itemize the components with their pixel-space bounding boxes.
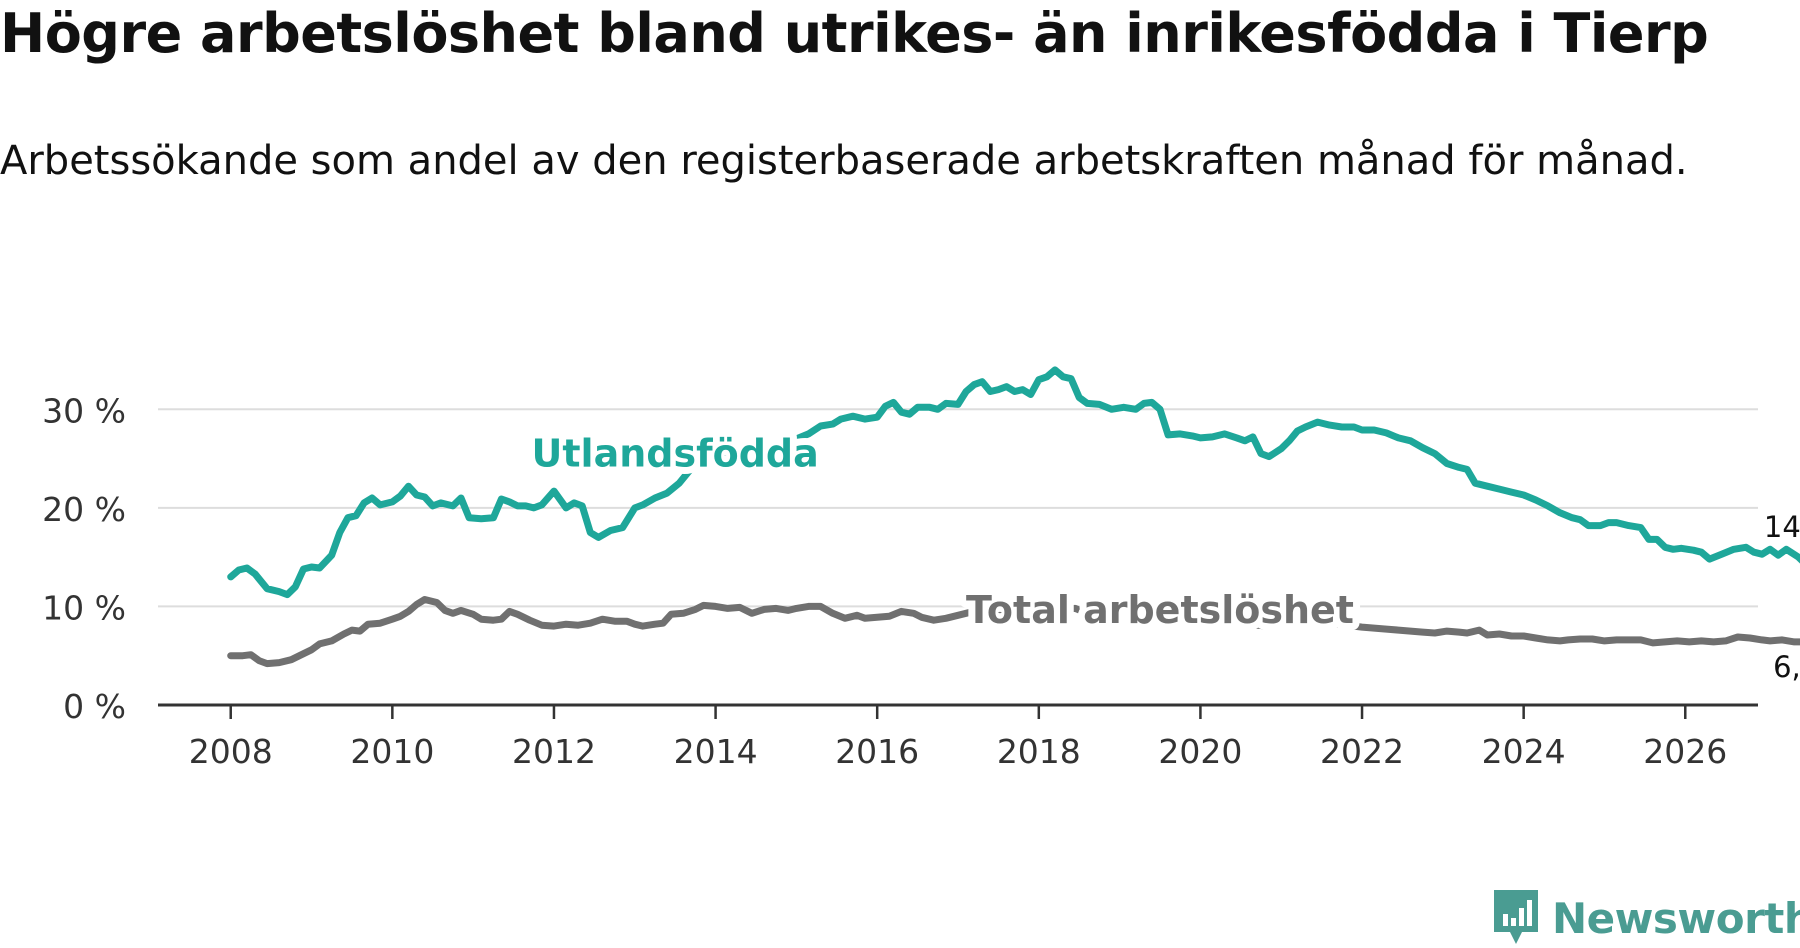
x-tick-label: 2020 xyxy=(1158,732,1242,771)
x-tick-label: 2024 xyxy=(1482,732,1566,771)
x-tick-label: 2016 xyxy=(835,732,919,771)
x-tick-label: 2010 xyxy=(350,732,434,771)
x-tick-label: 2026 xyxy=(1643,732,1727,771)
y-tick-label: 30 % xyxy=(42,391,126,430)
series-lines xyxy=(227,366,1800,668)
series-end-label-utlandsfödda: 14,8 % xyxy=(1764,510,1800,544)
series-line-utlandsfödda xyxy=(227,366,1800,599)
chart-subtitle: Arbetssökande som andel av den registerb… xyxy=(0,138,1688,184)
series-line-total-arbetslöshet xyxy=(227,596,1800,668)
x-tick-label: 2018 xyxy=(997,732,1081,771)
gridlines xyxy=(158,408,1758,608)
x-tick-label: 2008 xyxy=(189,732,273,771)
series-end-label-total-arbetslöshet: 6,6 % xyxy=(1773,650,1800,684)
y-tick-label: 0 % xyxy=(63,687,126,726)
newsworthy-logo-icon xyxy=(1494,890,1538,944)
brand-name: Newsworthy xyxy=(1552,893,1800,943)
x-tick-label: 2014 xyxy=(674,732,758,771)
chart-title: Högre arbetslöshet bland utrikes- än inr… xyxy=(0,2,1709,65)
newsworthy-brand[interactable]: Newsworthy xyxy=(1492,888,1800,948)
series-annotation: Total arbetslöshet xyxy=(966,588,1354,632)
y-tick-label: 10 % xyxy=(42,588,126,627)
x-tick-label: 2022 xyxy=(1320,732,1404,771)
series-annotation: Utlandsfödda xyxy=(532,431,819,475)
y-tick-label: 20 % xyxy=(42,490,126,529)
x-tick-label: 2012 xyxy=(512,732,596,771)
series-labels: 14,8 % 6,6 % Utlandsfödda Total arbetslöshe… xyxy=(525,424,1800,684)
axes: 0 % 10 % 20 % 30 % 2008 2010 2012 2014 2016 2018 2… xyxy=(42,391,1758,771)
